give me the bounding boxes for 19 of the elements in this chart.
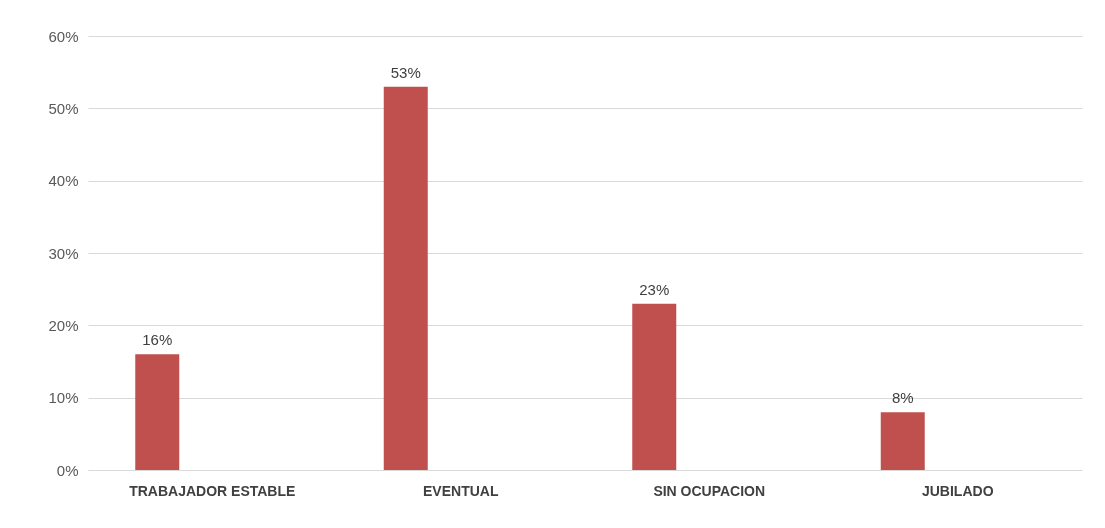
y-tick-label: 0%: [56, 461, 79, 479]
y-tick-label: 50%: [48, 99, 79, 117]
y-tick-label: 10%: [48, 389, 79, 407]
x-tick-label: TRABAJADOR ESTABLE: [129, 482, 296, 499]
y-tick-label: 60%: [48, 27, 79, 45]
x-tick-label: JUBILADO: [921, 482, 994, 499]
data-label: 16%: [142, 331, 173, 349]
data-label: 8%: [891, 389, 914, 407]
bar: [632, 303, 677, 470]
bar: [880, 412, 925, 470]
bar: [383, 86, 428, 470]
y-tick-label: 40%: [48, 172, 79, 190]
data-label: 53%: [390, 63, 421, 81]
data-label: 23%: [639, 280, 670, 298]
y-tick-label: 30%: [48, 244, 79, 262]
bar: [135, 354, 180, 470]
x-tick-label: SIN OCUPACION: [653, 482, 766, 499]
y-tick-label: 20%: [48, 316, 79, 334]
x-tick-label: EVENTUAL: [423, 482, 499, 499]
